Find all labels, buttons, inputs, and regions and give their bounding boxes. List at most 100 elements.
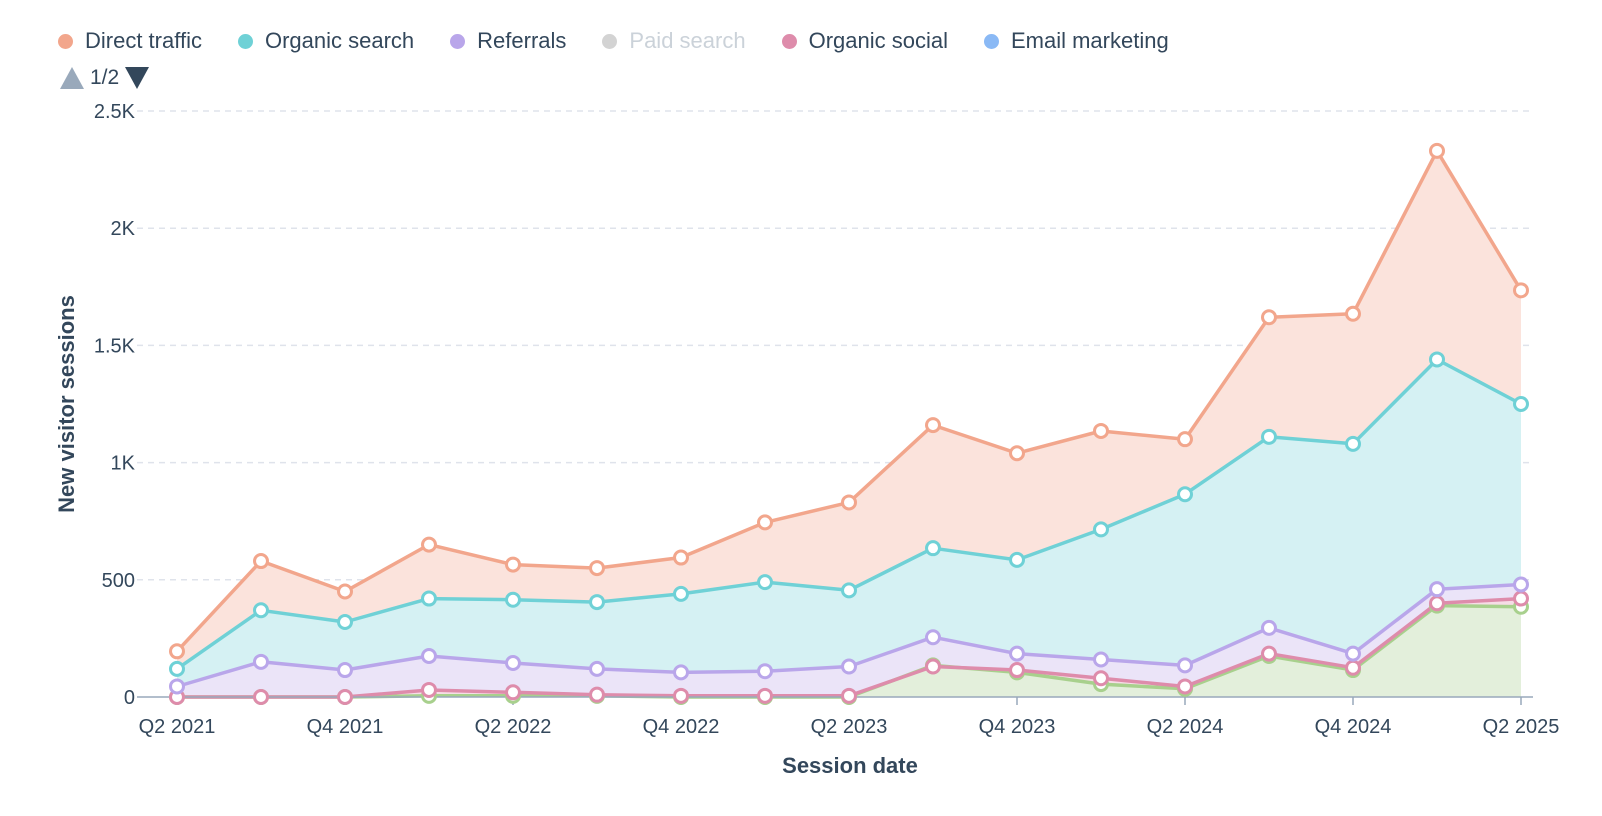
point-direct-traffic[interactable] — [169, 643, 185, 660]
point-referrals[interactable] — [589, 660, 605, 677]
tick-labels: 0 500 1K 1.5K 2K 2.5K Q2 2021 Q4 2021 Q2 2022 Q4 … — [94, 101, 1560, 738]
point-direct-traffic[interactable] — [1345, 305, 1361, 322]
point-organic-search[interactable] — [1513, 396, 1529, 412]
point-direct-traffic[interactable] — [1261, 309, 1277, 326]
point-organic-search[interactable] — [1345, 435, 1361, 452]
legend-label: Organic search — [264, 28, 415, 53]
point-direct-traffic[interactable] — [673, 549, 689, 566]
point-organic-search[interactable] — [337, 613, 353, 630]
point-organic-search[interactable] — [253, 602, 269, 619]
point-organic-search[interactable] — [421, 590, 437, 607]
point-referrals[interactable] — [673, 664, 689, 681]
point-organic-social[interactable] — [925, 658, 941, 675]
point-referrals[interactable] — [1513, 576, 1529, 593]
point-organic-search[interactable] — [1429, 351, 1445, 368]
point-referrals[interactable] — [1261, 619, 1277, 636]
point-organic-social[interactable] — [757, 687, 773, 704]
legend-item-email-marketing[interactable]: Email marketing — [983, 28, 1169, 54]
legend-label: Email marketing — [1010, 28, 1169, 53]
point-referrals[interactable] — [421, 647, 437, 664]
legend-label: Paid search — [629, 28, 746, 53]
y-axis-title: New visitor sessions — [54, 295, 79, 513]
point-referrals[interactable] — [253, 653, 269, 670]
legend-label: Direct traffic — [85, 28, 202, 53]
point-direct-traffic[interactable] — [253, 553, 269, 570]
point-organic-search[interactable] — [1177, 486, 1193, 503]
point-direct-traffic[interactable] — [841, 494, 857, 511]
point-organic-social[interactable] — [1429, 595, 1445, 612]
point-organic-search[interactable] — [1261, 428, 1277, 445]
x-tick-label: Q2 2021 — [139, 716, 216, 738]
point-referrals[interactable] — [1429, 581, 1445, 598]
point-direct-traffic[interactable] — [589, 560, 605, 577]
point-referrals[interactable] — [1345, 645, 1361, 662]
point-organic-search[interactable] — [841, 582, 857, 599]
point-organic-social[interactable] — [421, 681, 437, 698]
point-referrals[interactable] — [1009, 645, 1025, 662]
point-direct-traffic[interactable] — [505, 556, 521, 573]
point-organic-search[interactable] — [1009, 551, 1025, 568]
legend-page-indicator: 1/2 — [90, 66, 120, 89]
legend-dot-icon — [58, 33, 73, 49]
legend-item-paid-search[interactable]: Paid search — [602, 28, 746, 54]
x-tick-label: Q4 2021 — [307, 716, 384, 738]
point-organic-social[interactable] — [1093, 670, 1109, 687]
point-referrals[interactable] — [1177, 657, 1193, 674]
point-direct-traffic[interactable] — [925, 417, 941, 434]
point-organic-search[interactable] — [673, 585, 689, 602]
legend-dot-icon — [602, 33, 618, 49]
point-organic-search[interactable] — [1093, 521, 1109, 538]
point-organic-social[interactable] — [841, 687, 857, 704]
legend-dot-icon — [781, 33, 797, 49]
point-organic-search[interactable] — [589, 594, 605, 611]
point-organic-social[interactable] — [337, 689, 353, 705]
point-organic-search[interactable] — [925, 540, 941, 557]
point-direct-traffic[interactable] — [337, 583, 353, 600]
legend-page-down-icon[interactable] — [125, 67, 150, 89]
point-direct-traffic[interactable] — [421, 536, 437, 553]
y-tick-label: 1.5K — [94, 335, 136, 357]
y-tick-label: 1K — [111, 453, 136, 475]
point-organic-social[interactable] — [253, 689, 269, 705]
point-direct-traffic[interactable] — [1009, 445, 1025, 462]
point-organic-search[interactable] — [505, 591, 521, 608]
point-organic-social[interactable] — [1261, 645, 1277, 662]
point-organic-social[interactable] — [1513, 590, 1529, 607]
point-organic-social[interactable] — [1177, 678, 1193, 695]
point-referrals[interactable] — [925, 629, 941, 646]
legend-page-up-icon[interactable] — [60, 67, 84, 89]
x-tick-label: Q4 2022 — [643, 716, 720, 738]
point-organic-social[interactable] — [673, 687, 689, 704]
point-organic-social[interactable] — [1009, 662, 1025, 679]
point-referrals[interactable] — [337, 662, 353, 679]
legend-item-organic-search[interactable]: Organic search — [237, 28, 415, 54]
x-tick-label: Q2 2022 — [475, 716, 552, 738]
y-tick-label: 500 — [102, 570, 135, 592]
point-direct-traffic[interactable] — [1429, 142, 1445, 159]
point-direct-traffic[interactable] — [1177, 431, 1193, 448]
x-tick-label: Q4 2023 — [979, 716, 1056, 738]
area-organic-search — [177, 359, 1521, 697]
point-organic-search[interactable] — [169, 660, 185, 677]
point-organic-search[interactable] — [757, 574, 773, 591]
point-direct-traffic[interactable] — [1513, 282, 1529, 299]
point-referrals[interactable] — [841, 658, 857, 675]
legend-item-referrals[interactable]: Referrals — [450, 28, 566, 54]
point-referrals[interactable] — [1093, 651, 1109, 668]
x-tick-label: Q4 2024 — [1315, 716, 1392, 738]
point-referrals[interactable] — [757, 663, 773, 680]
point-organic-social[interactable] — [505, 684, 521, 701]
point-organic-social[interactable] — [589, 686, 605, 703]
point-referrals[interactable] — [505, 655, 521, 672]
legend-item-organic-social[interactable]: Organic social — [781, 28, 948, 54]
legend-label: Organic social — [808, 28, 948, 53]
point-direct-traffic[interactable] — [757, 514, 773, 531]
legend-item-direct-traffic[interactable]: Direct traffic — [58, 28, 202, 54]
point-organic-social[interactable] — [1345, 659, 1361, 676]
x-tick-label: Q2 2023 — [811, 716, 888, 738]
area-fills — [177, 150, 1521, 698]
point-direct-traffic[interactable] — [1093, 422, 1109, 439]
point-referrals[interactable] — [169, 678, 185, 695]
